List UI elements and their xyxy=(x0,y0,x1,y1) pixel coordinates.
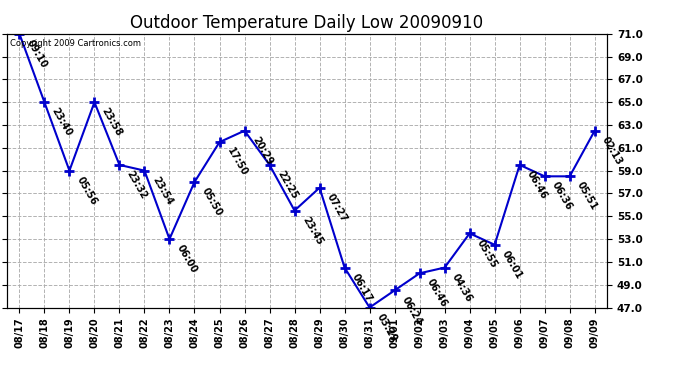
Text: 06:46: 06:46 xyxy=(525,169,549,201)
Text: 05:51: 05:51 xyxy=(575,180,600,212)
Text: 22:25: 22:25 xyxy=(275,169,299,201)
Text: 23:45: 23:45 xyxy=(300,215,324,246)
Text: 07:27: 07:27 xyxy=(325,192,349,224)
Title: Outdoor Temperature Daily Low 20090910: Outdoor Temperature Daily Low 20090910 xyxy=(130,14,484,32)
Text: 05:56: 05:56 xyxy=(75,175,99,207)
Text: 23:58: 23:58 xyxy=(100,106,124,138)
Text: 06:36: 06:36 xyxy=(550,180,574,212)
Text: 17:50: 17:50 xyxy=(225,146,249,178)
Text: 20:29: 20:29 xyxy=(250,135,274,167)
Text: 05:50: 05:50 xyxy=(200,186,224,218)
Text: 09:10: 09:10 xyxy=(25,38,49,70)
Text: 02:13: 02:13 xyxy=(600,135,624,167)
Text: 23:54: 23:54 xyxy=(150,175,174,207)
Text: 06:00: 06:00 xyxy=(175,243,199,275)
Text: 23:40: 23:40 xyxy=(50,106,74,138)
Text: 03:29: 03:29 xyxy=(375,312,400,344)
Text: 06:17: 06:17 xyxy=(350,272,374,304)
Text: 06:24: 06:24 xyxy=(400,294,424,326)
Text: 06:01: 06:01 xyxy=(500,249,524,281)
Text: 05:55: 05:55 xyxy=(475,237,500,269)
Text: Copyright 2009 Cartronics.com: Copyright 2009 Cartronics.com xyxy=(10,39,141,48)
Text: 06:46: 06:46 xyxy=(425,278,449,309)
Text: 23:32: 23:32 xyxy=(125,169,149,201)
Text: 04:36: 04:36 xyxy=(450,272,474,304)
